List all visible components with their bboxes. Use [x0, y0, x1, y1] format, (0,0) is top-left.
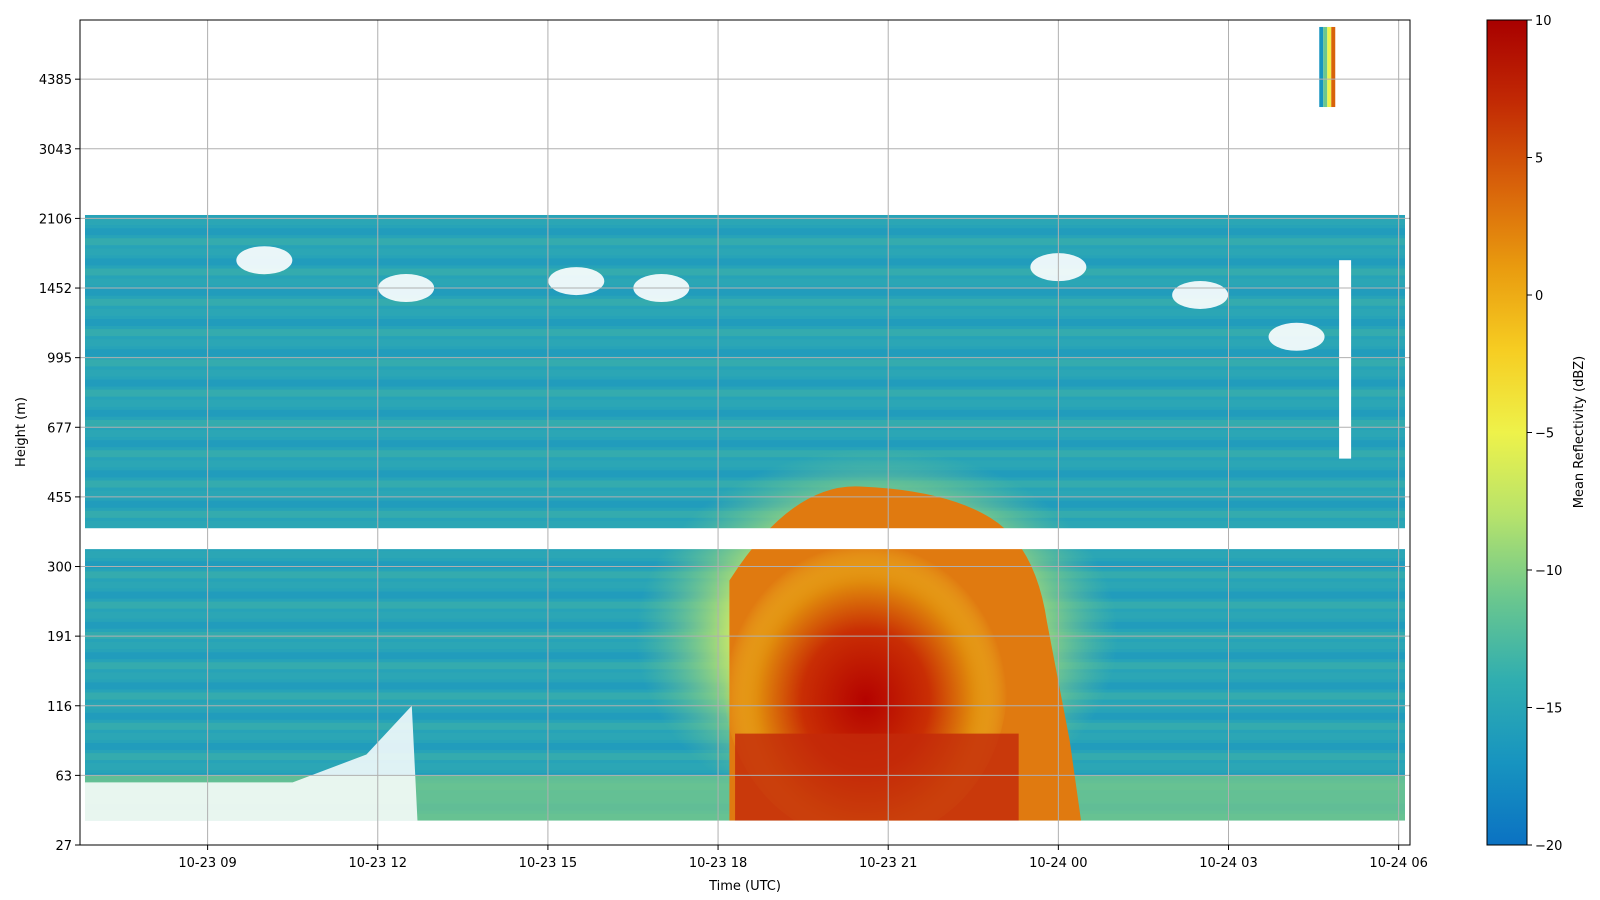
y-tick-label: 677 [47, 421, 72, 436]
colorbar-tick-label: −20 [1535, 839, 1562, 854]
x-tick-label: 10-24 06 [1369, 856, 1427, 871]
colorbar-tick-label: −15 [1535, 702, 1562, 717]
colorbar-label: Mean Reflectivity (dBZ) [1572, 356, 1587, 509]
colorbar: 10 5 0 −5 −10 −15 −20 Mean Reflectivity (dBZ) [1486, 14, 1587, 854]
x-tick-label: 10-23 09 [178, 856, 236, 871]
y-tick-label: 2106 [39, 212, 72, 227]
vertical-dropout [1339, 260, 1352, 459]
x-tick-label: 10-23 18 [689, 856, 747, 871]
y-tick-label: 455 [47, 491, 72, 506]
x-tick-label: 10-24 03 [1199, 856, 1257, 871]
colorbar-tick-label: 5 [1535, 152, 1543, 167]
y-tick-label: 191 [47, 630, 72, 645]
missing-band [81, 528, 1409, 550]
x-axis: 10-23 09 10-23 12 10-23 15 10-23 18 10-23 21… [178, 845, 1428, 871]
colorbar-ticks: 10 5 0 −5 −10 −15 −20 [1527, 14, 1562, 854]
x-tick-label: 10-24 00 [1029, 856, 1087, 871]
x-tick-label: 10-23 15 [519, 856, 577, 871]
x-axis-label: Time (UTC) [708, 879, 781, 894]
y-axis-label: Height (m) [14, 397, 29, 467]
colorbar-tick-label: −10 [1535, 564, 1562, 579]
y-tick-label: 63 [55, 769, 72, 784]
colorbar-tick-label: 0 [1535, 289, 1543, 304]
heatmap [81, 21, 1409, 844]
y-tick-label: 3043 [39, 143, 72, 158]
x-tick-label: 10-23 12 [349, 856, 407, 871]
colorbar-tick-label: −5 [1535, 427, 1554, 442]
colorbar-tick-label: 10 [1535, 14, 1552, 29]
y-tick-label: 116 [47, 700, 72, 715]
colorbar-gradient [1486, 19, 1528, 846]
y-tick-label: 1452 [39, 282, 72, 297]
y-tick-label: 4385 [39, 73, 72, 88]
y-axis: 27 63 116 191 300 455 677 995 1452 2106 3043 4385 [39, 73, 80, 854]
y-tick-label: 995 [47, 352, 72, 367]
y-tick-label: 27 [55, 839, 72, 854]
y-tick-label: 300 [47, 561, 72, 576]
plot-frame [79, 19, 1411, 846]
x-tick-label: 10-23 21 [859, 856, 917, 871]
